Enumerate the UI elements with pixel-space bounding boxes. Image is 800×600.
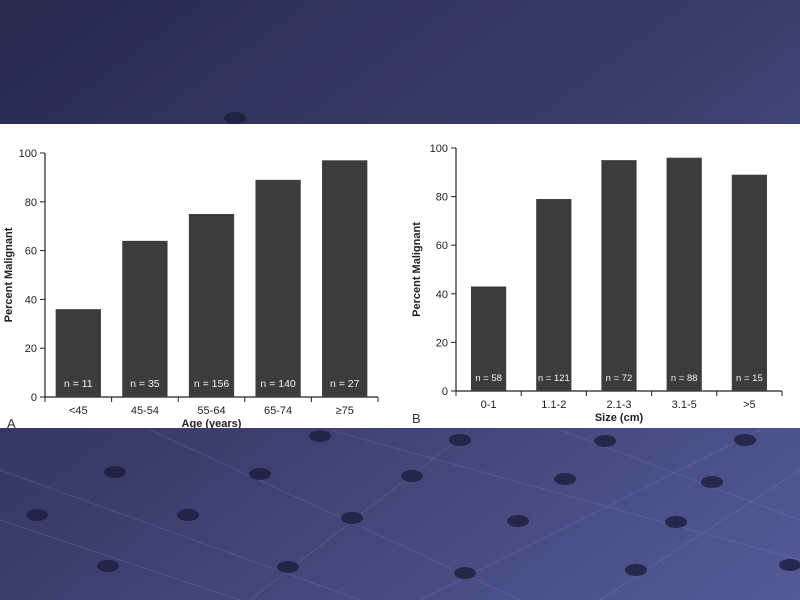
bar [601, 160, 637, 391]
y-tick-label: 100 [19, 148, 37, 160]
bar-n-label: n = 35 [130, 378, 160, 390]
x-tick-label: 55-64 [197, 405, 225, 417]
bar-n-label: n = 121 [538, 373, 570, 384]
decor-dot [594, 435, 616, 447]
decor-dot [224, 112, 246, 124]
chart-b-size: 0 20 40 60 80 100 n = 58 0-1 n = 121 1.1-2 n = 72 2… [411, 143, 783, 426]
bar-n-label: n = 58 [475, 373, 502, 384]
y-tick-label: 40 [25, 294, 37, 306]
decor-line [329, 429, 800, 561]
decor-dot [401, 470, 423, 482]
bar [122, 240, 168, 397]
x-axis-title: Age (years) [182, 418, 242, 428]
y-tick-label: 0 [31, 392, 37, 404]
decor-dot [779, 559, 800, 571]
decor-dot [341, 512, 363, 524]
decor-dot [97, 560, 119, 572]
decor-dot [309, 430, 331, 442]
chart-a-age: 0 20 40 60 80 100 n = 11 <45 n = 35 45-54 n = 156 5… [3, 148, 379, 428]
bar [666, 157, 702, 391]
bar [322, 160, 368, 397]
y-axis-title: Percent Malignant [3, 227, 15, 322]
bar-n-label: n = 140 [260, 378, 295, 390]
decor-dot [277, 561, 299, 573]
x-tick-label: 0-1 [481, 399, 497, 411]
panel-label: A [7, 416, 16, 428]
bar [55, 309, 101, 397]
panel-label: B [412, 411, 421, 426]
decor-dot [449, 434, 471, 446]
decor-dot [625, 564, 647, 576]
decor-dot [701, 476, 723, 488]
decor-dot [249, 468, 271, 480]
bar-n-label: n = 11 [64, 378, 93, 390]
y-tick-label: 20 [436, 337, 448, 349]
y-tick-label: 100 [430, 143, 448, 155]
x-axis-title: Size (cm) [595, 412, 644, 424]
bar [536, 199, 572, 391]
decor-dot [554, 473, 576, 485]
decor-dot [454, 567, 476, 579]
y-tick-label: 20 [25, 343, 37, 355]
bar-n-label: n = 156 [194, 378, 229, 390]
y-tick-label: 40 [436, 289, 448, 301]
y-tick-label: 60 [25, 246, 37, 258]
decor-dot [177, 509, 199, 521]
y-tick-label: 60 [436, 240, 448, 252]
bar-n-label: n = 72 [606, 373, 633, 384]
bar [731, 174, 768, 391]
decor-dot [734, 434, 756, 446]
decorative-grid [0, 112, 800, 600]
figure-panel: 0 20 40 60 80 100 n = 11 <45 n = 35 45-54 n = 156 5… [0, 124, 800, 428]
x-tick-label: 3.1-5 [672, 399, 697, 411]
decor-line [0, 469, 361, 600]
x-tick-label: 2.1-3 [606, 399, 631, 411]
x-tick-label: ≥75 [336, 405, 354, 417]
x-tick-label: 45-54 [131, 405, 159, 417]
bar-n-label: n = 27 [330, 378, 360, 390]
decor-line [599, 469, 800, 600]
bar-n-label: n = 15 [736, 373, 763, 384]
bar [255, 179, 301, 397]
x-tick-label: 65-74 [264, 405, 292, 417]
decor-dot [104, 466, 126, 478]
decor-line [419, 429, 761, 600]
x-tick-label: >5 [743, 399, 756, 411]
decor-dot [26, 509, 48, 521]
bar [470, 286, 507, 391]
decor-dot [665, 516, 687, 528]
y-tick-label: 80 [436, 192, 448, 204]
bar-n-label: n = 88 [671, 373, 698, 384]
decor-line [0, 519, 241, 600]
y-tick-label: 0 [442, 386, 448, 398]
x-tick-label: <45 [69, 405, 88, 417]
x-tick-label: 1.1-2 [541, 399, 566, 411]
bar [188, 214, 235, 397]
y-tick-label: 80 [25, 197, 37, 209]
y-axis-title: Percent Malignant [411, 222, 423, 317]
decor-dot [507, 515, 529, 527]
